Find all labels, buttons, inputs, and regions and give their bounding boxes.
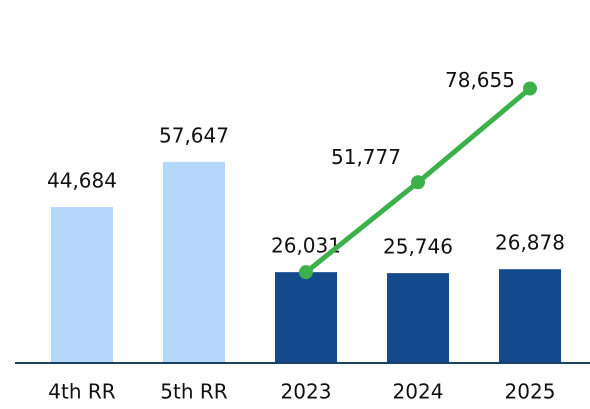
bar xyxy=(275,272,337,363)
bar-value-label: 26,031 xyxy=(271,234,341,258)
line-point xyxy=(523,81,537,96)
x-tick-label: 2025 xyxy=(505,380,556,404)
x-tick-label: 4th RR xyxy=(48,380,115,404)
bar-value-label: 25,746 xyxy=(383,235,453,259)
line-value-label: 78,655 xyxy=(445,68,515,92)
bar xyxy=(163,161,225,363)
bar-value-label: 26,878 xyxy=(495,231,565,255)
bar xyxy=(387,273,449,363)
bar-value-label: 44,684 xyxy=(47,169,117,193)
x-tick-label: 2024 xyxy=(393,380,444,404)
bar-value-label: 57,647 xyxy=(159,123,229,147)
x-tick-label: 2023 xyxy=(281,380,332,404)
line-point xyxy=(411,175,425,190)
line-value-label: 51,777 xyxy=(331,145,401,169)
line-point xyxy=(299,265,313,280)
x-tick-label: 5th RR xyxy=(160,380,227,404)
bar xyxy=(499,269,561,363)
bar xyxy=(51,207,113,363)
